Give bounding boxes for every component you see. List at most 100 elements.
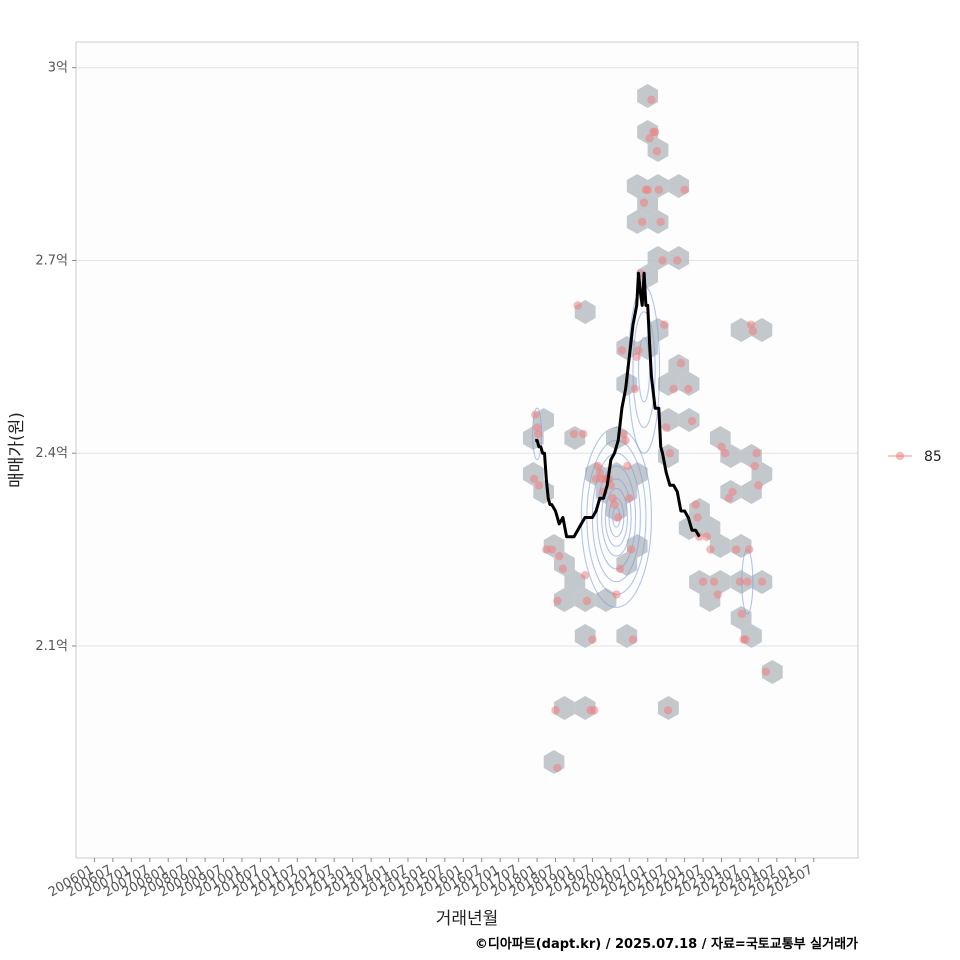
data-point — [735, 577, 745, 586]
data-point — [698, 577, 708, 586]
data-point — [531, 410, 540, 419]
hexbin-cell — [730, 318, 752, 342]
data-point — [638, 217, 647, 227]
y-tick-label: 3억 — [48, 61, 68, 76]
data-point — [732, 545, 741, 554]
density-contour — [580, 426, 652, 608]
density-contour — [601, 478, 632, 557]
data-point — [578, 429, 588, 439]
data-point — [702, 532, 711, 541]
data-point — [661, 423, 671, 432]
data-point — [713, 590, 723, 599]
data-point — [608, 493, 617, 503]
data-point — [669, 384, 678, 394]
data-point — [724, 493, 734, 503]
data-point — [630, 384, 640, 394]
hexbin-cell — [626, 210, 648, 234]
hexbin-cell — [522, 462, 544, 486]
data-point — [737, 609, 747, 619]
data-point — [529, 474, 539, 484]
data-point — [569, 429, 579, 439]
data-point — [595, 468, 604, 477]
x-axis-title: 거래년월 — [436, 909, 499, 929]
data-point — [645, 134, 654, 143]
data-point — [752, 449, 761, 458]
legend-label: 85 — [924, 449, 942, 465]
hexbin-cell — [554, 696, 575, 720]
data-point — [654, 185, 664, 194]
data-point — [534, 481, 544, 490]
hexbin-cell — [761, 660, 783, 684]
density-contour — [632, 311, 656, 429]
data-point — [744, 545, 754, 554]
data-point — [684, 384, 693, 394]
data-point — [617, 346, 627, 355]
data-point — [721, 449, 730, 458]
data-point — [717, 442, 726, 451]
hexbin-cell — [751, 318, 773, 342]
density-contour — [604, 488, 629, 547]
data-point — [610, 500, 619, 509]
data-point — [728, 487, 737, 496]
data-point — [612, 590, 621, 599]
data-point — [553, 596, 562, 606]
data-point — [673, 256, 682, 265]
data-point — [632, 352, 641, 362]
data-point — [663, 706, 673, 715]
data-point — [615, 564, 625, 574]
legend: 85 — [888, 449, 942, 465]
y-tick-label: 2.4억 — [35, 446, 68, 461]
data-point — [582, 596, 592, 606]
data-point — [691, 500, 700, 509]
data-point — [558, 564, 568, 574]
trend-line-layer — [535, 271, 701, 539]
hexbin-cell — [678, 372, 700, 396]
hexbin-cell — [709, 570, 731, 594]
data-point — [553, 763, 562, 773]
data-point — [748, 326, 758, 336]
hexbin-cell — [554, 588, 575, 612]
caption-text: ©디아파트(dapt.kr) / 2025.07.18 / 자료=국토교통부 실… — [475, 936, 858, 952]
data-point — [754, 481, 763, 490]
scatter-points — [529, 95, 770, 773]
data-point — [706, 545, 715, 554]
data-point — [551, 706, 560, 715]
hexbin-cell — [678, 516, 700, 540]
data-point — [757, 577, 767, 586]
hexbin-cell — [709, 426, 731, 450]
hexbin-cell — [730, 606, 752, 630]
data-point — [693, 513, 702, 522]
grid-lines — [76, 67, 858, 647]
data-point — [650, 127, 660, 137]
hexbin-cell — [709, 534, 731, 558]
data-point — [619, 429, 628, 439]
data-point — [652, 147, 662, 156]
y-axis-ticks: 2.1억 2.4억 2.7억 3억 — [35, 61, 76, 654]
data-point — [555, 551, 564, 561]
data-point — [621, 436, 630, 445]
trend-line — [535, 271, 701, 539]
data-point — [743, 577, 752, 586]
plot-border — [75, 41, 859, 859]
data-point — [593, 461, 603, 471]
data-point — [623, 461, 632, 471]
legend-key-point — [895, 451, 905, 461]
y-tick-label: 2.1억 — [35, 639, 68, 654]
data-point — [639, 198, 649, 207]
data-point — [750, 461, 759, 471]
data-point — [634, 346, 643, 355]
data-point — [687, 416, 697, 426]
data-point — [658, 256, 667, 265]
data-point — [626, 545, 636, 554]
x-axis-ticks: 2006012006072007012007072008012008072009… — [46, 858, 816, 900]
data-point — [647, 95, 656, 105]
data-point — [580, 571, 590, 580]
data-point — [547, 545, 557, 554]
data-point — [741, 635, 750, 644]
data-point — [709, 577, 719, 586]
data-point — [643, 185, 652, 194]
data-point — [628, 635, 638, 644]
data-point — [761, 667, 770, 676]
hexbin-cell — [564, 570, 586, 594]
